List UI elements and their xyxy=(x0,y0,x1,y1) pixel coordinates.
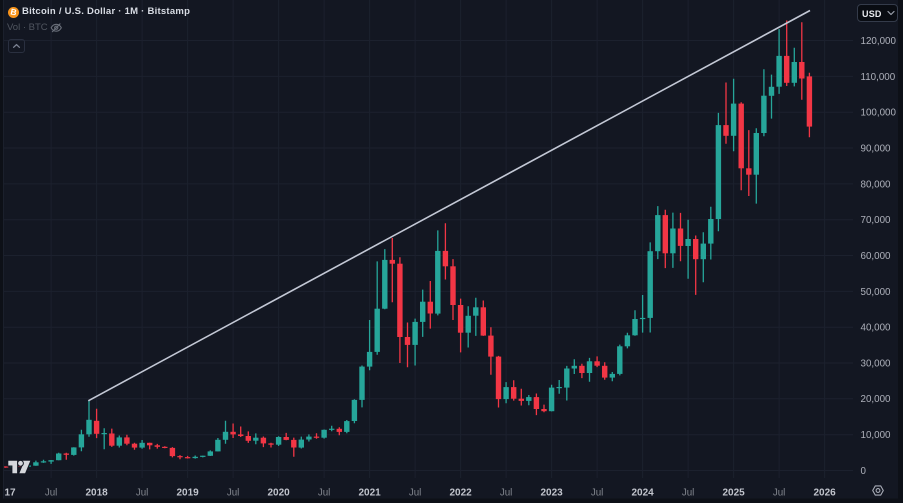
svg-text:2023: 2023 xyxy=(540,487,563,498)
svg-text:Jul: Jul xyxy=(500,487,513,498)
svg-text:100,000: 100,000 xyxy=(861,108,897,119)
svg-text:Jul: Jul xyxy=(227,487,240,498)
svg-text:70,000: 70,000 xyxy=(861,215,892,226)
svg-text:Jul: Jul xyxy=(682,487,695,498)
svg-text:10,000: 10,000 xyxy=(861,430,892,441)
svg-text:2025: 2025 xyxy=(722,487,745,498)
svg-text:2026: 2026 xyxy=(813,487,836,498)
svg-text:40,000: 40,000 xyxy=(861,323,892,334)
svg-text:90,000: 90,000 xyxy=(861,143,892,154)
svg-text:Jul: Jul xyxy=(45,487,58,498)
svg-text:Jul: Jul xyxy=(591,487,604,498)
svg-text:30,000: 30,000 xyxy=(861,358,892,369)
svg-text:Jul: Jul xyxy=(409,487,422,498)
svg-text:120,000: 120,000 xyxy=(861,36,897,47)
svg-text:20,000: 20,000 xyxy=(861,394,892,405)
svg-text:60,000: 60,000 xyxy=(861,251,892,262)
svg-text:50,000: 50,000 xyxy=(861,287,892,298)
svg-text:2022: 2022 xyxy=(449,487,472,498)
svg-text:80,000: 80,000 xyxy=(861,179,892,190)
svg-text:2021: 2021 xyxy=(358,487,381,498)
svg-text:2017: 2017 xyxy=(0,487,16,498)
svg-text:0: 0 xyxy=(861,466,867,477)
svg-text:Jul: Jul xyxy=(318,487,331,498)
svg-text:Jul: Jul xyxy=(773,487,786,498)
svg-text:2019: 2019 xyxy=(176,487,199,498)
svg-text:2020: 2020 xyxy=(267,487,290,498)
svg-text:110,000: 110,000 xyxy=(861,72,896,83)
svg-text:2018: 2018 xyxy=(85,487,108,498)
svg-text:2024: 2024 xyxy=(631,487,654,498)
svg-text:Jul: Jul xyxy=(136,487,149,498)
